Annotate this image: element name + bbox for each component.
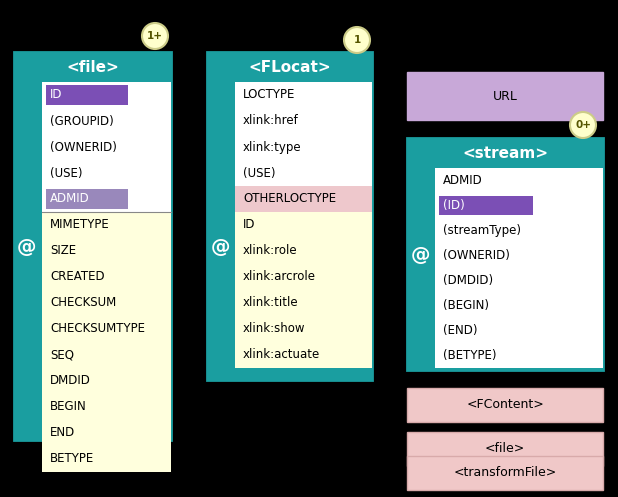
Text: (BEGIN): (BEGIN) [443,299,489,312]
Text: (OWNERID): (OWNERID) [50,141,117,154]
Text: DMDID: DMDID [50,375,91,388]
Text: <file>: <file> [485,442,525,455]
FancyBboxPatch shape [14,52,171,82]
FancyBboxPatch shape [407,138,603,168]
Text: LOCTYPE: LOCTYPE [243,88,295,101]
Text: ID: ID [243,219,255,232]
FancyBboxPatch shape [407,138,603,370]
FancyBboxPatch shape [235,82,372,186]
Text: xlink:arcrole: xlink:arcrole [243,270,316,283]
Text: (OWNERID): (OWNERID) [443,249,510,262]
Text: <stream>: <stream> [462,146,548,161]
Text: SEQ: SEQ [50,348,74,361]
FancyBboxPatch shape [207,52,372,380]
Text: BETYPE: BETYPE [50,452,95,466]
Text: END: END [50,426,75,439]
FancyBboxPatch shape [235,212,372,368]
Text: CHECKSUMTYPE: CHECKSUMTYPE [50,323,145,335]
Circle shape [570,112,596,138]
FancyBboxPatch shape [207,52,372,82]
Text: xlink:type: xlink:type [243,141,302,154]
FancyBboxPatch shape [42,82,171,212]
FancyBboxPatch shape [407,72,603,120]
Text: @: @ [210,239,230,257]
Text: <FContent>: <FContent> [466,399,544,412]
Text: OTHERLOCTYPE: OTHERLOCTYPE [243,192,336,205]
FancyBboxPatch shape [46,189,128,209]
FancyBboxPatch shape [407,388,603,422]
Text: URL: URL [493,89,517,102]
Text: CREATED: CREATED [50,270,104,283]
Text: MIMETYPE: MIMETYPE [50,219,110,232]
FancyBboxPatch shape [46,85,128,105]
Circle shape [142,23,168,49]
Text: @: @ [17,239,36,257]
Text: <FLocat>: <FLocat> [248,60,331,75]
Circle shape [344,27,370,53]
Text: <file>: <file> [66,60,119,75]
Text: 1: 1 [353,35,361,45]
Text: BEGIN: BEGIN [50,401,87,414]
FancyBboxPatch shape [235,186,372,212]
Text: xlink:title: xlink:title [243,297,298,310]
Text: (GROUPID): (GROUPID) [50,114,114,128]
FancyBboxPatch shape [435,168,603,368]
Text: ADMID: ADMID [50,192,90,205]
Text: xlink:actuate: xlink:actuate [243,348,320,361]
Text: CHECKSUM: CHECKSUM [50,297,116,310]
Text: xlink:role: xlink:role [243,245,298,257]
Text: (END): (END) [443,324,478,337]
Text: (USE): (USE) [50,166,82,179]
Text: ID: ID [50,88,62,101]
Text: <transformFile>: <transformFile> [454,467,557,480]
Text: ADMID: ADMID [443,174,483,187]
FancyBboxPatch shape [407,432,603,466]
Text: @: @ [410,246,430,264]
Text: (DMDID): (DMDID) [443,274,493,287]
Text: (streamType): (streamType) [443,224,521,237]
Text: xlink:href: xlink:href [243,114,298,128]
FancyBboxPatch shape [407,456,603,490]
FancyBboxPatch shape [14,52,171,440]
Text: (ID): (ID) [443,199,465,212]
Text: 0+: 0+ [575,120,591,130]
Text: SIZE: SIZE [50,245,76,257]
Text: 1+: 1+ [147,31,163,41]
Text: (USE): (USE) [243,166,276,179]
Text: (BETYPE): (BETYPE) [443,349,496,362]
FancyBboxPatch shape [439,196,533,215]
Text: xlink:show: xlink:show [243,323,305,335]
FancyBboxPatch shape [42,212,171,472]
